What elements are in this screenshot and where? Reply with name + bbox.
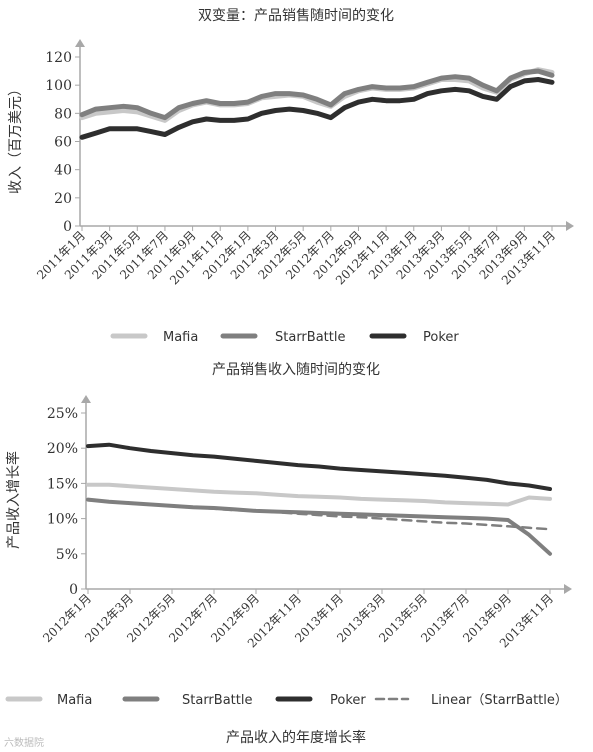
chart1-y-tick-label: 120 (45, 50, 72, 66)
chart2-y-axis-arrow (81, 395, 91, 403)
chart1-y-axis-arrow (75, 39, 85, 47)
chart1-y-tick-label: 20 (54, 191, 72, 207)
chart1-axes: 0204060801001202011年1月2011年3月2011年5月2011… (34, 39, 574, 287)
chart2-legend-label: Linear（StarrBattle） (431, 693, 568, 708)
chart2-ylabel: 产品收入增长率 (5, 451, 22, 549)
chart2-plot (86, 442, 552, 556)
chart1-y-tick-label: 60 (54, 135, 72, 151)
chart1-plot (79, 67, 555, 140)
chart2-x-axis-arrow (564, 584, 572, 594)
chart1-caption: 产品销售收入随时间的变化 (212, 362, 380, 378)
chart1-y-tick-label: 80 (54, 106, 72, 122)
chart2-y-tick-label: 25% (47, 406, 78, 422)
chart1-ylabel: 收入（百万美元） (8, 82, 24, 194)
chart2-y-tick-label: 10% (47, 512, 78, 528)
chart2-series-starrbattle (86, 497, 552, 556)
chart2-y-tick-label: 5% (56, 547, 78, 563)
chart2-legend-label: Mafia (57, 693, 92, 708)
chart2-legend: Mafia StarrBattle Poker Linear（StarrBattle） (5, 693, 568, 708)
chart1-y-tick-label: 40 (54, 163, 72, 179)
chart1-legend-label: Poker (423, 330, 459, 345)
chart2-y-tick-label: 15% (47, 476, 78, 492)
chart2-y-tick-label: 20% (47, 441, 78, 457)
chart1-legend-label: StarrBattle (275, 330, 345, 345)
chart1-title: 双变量：产品销售随时间的变化 (198, 8, 394, 24)
chart2-y-tick-label: 0 (69, 582, 78, 598)
chart1-legend-label: Mafia (163, 330, 198, 345)
chart1-series-starrbattle (79, 68, 555, 121)
chart2-legend-label: StarrBattle (182, 693, 252, 708)
chart1-x-axis-arrow (566, 221, 574, 231)
chart1-y-tick-label: 100 (45, 78, 72, 94)
chart2-series-linearstarrbattle-trendline (86, 499, 552, 531)
chart2-series-mafia (86, 482, 552, 507)
chart1-legend: Mafia StarrBattle Poker (110, 330, 459, 345)
chart1-series-poker (79, 77, 555, 140)
chart2-caption: 产品收入的年度增长率 (226, 729, 366, 746)
chart2-legend-label: Poker (330, 693, 366, 708)
chart1-y-tick-label: 0 (63, 219, 72, 235)
watermark: 六数据院 (4, 736, 44, 749)
chart2-series-poker (86, 442, 552, 491)
chart2-axes: 05%10%15%20%25%2012年1月2012年3月2012年5月2012… (40, 395, 572, 650)
